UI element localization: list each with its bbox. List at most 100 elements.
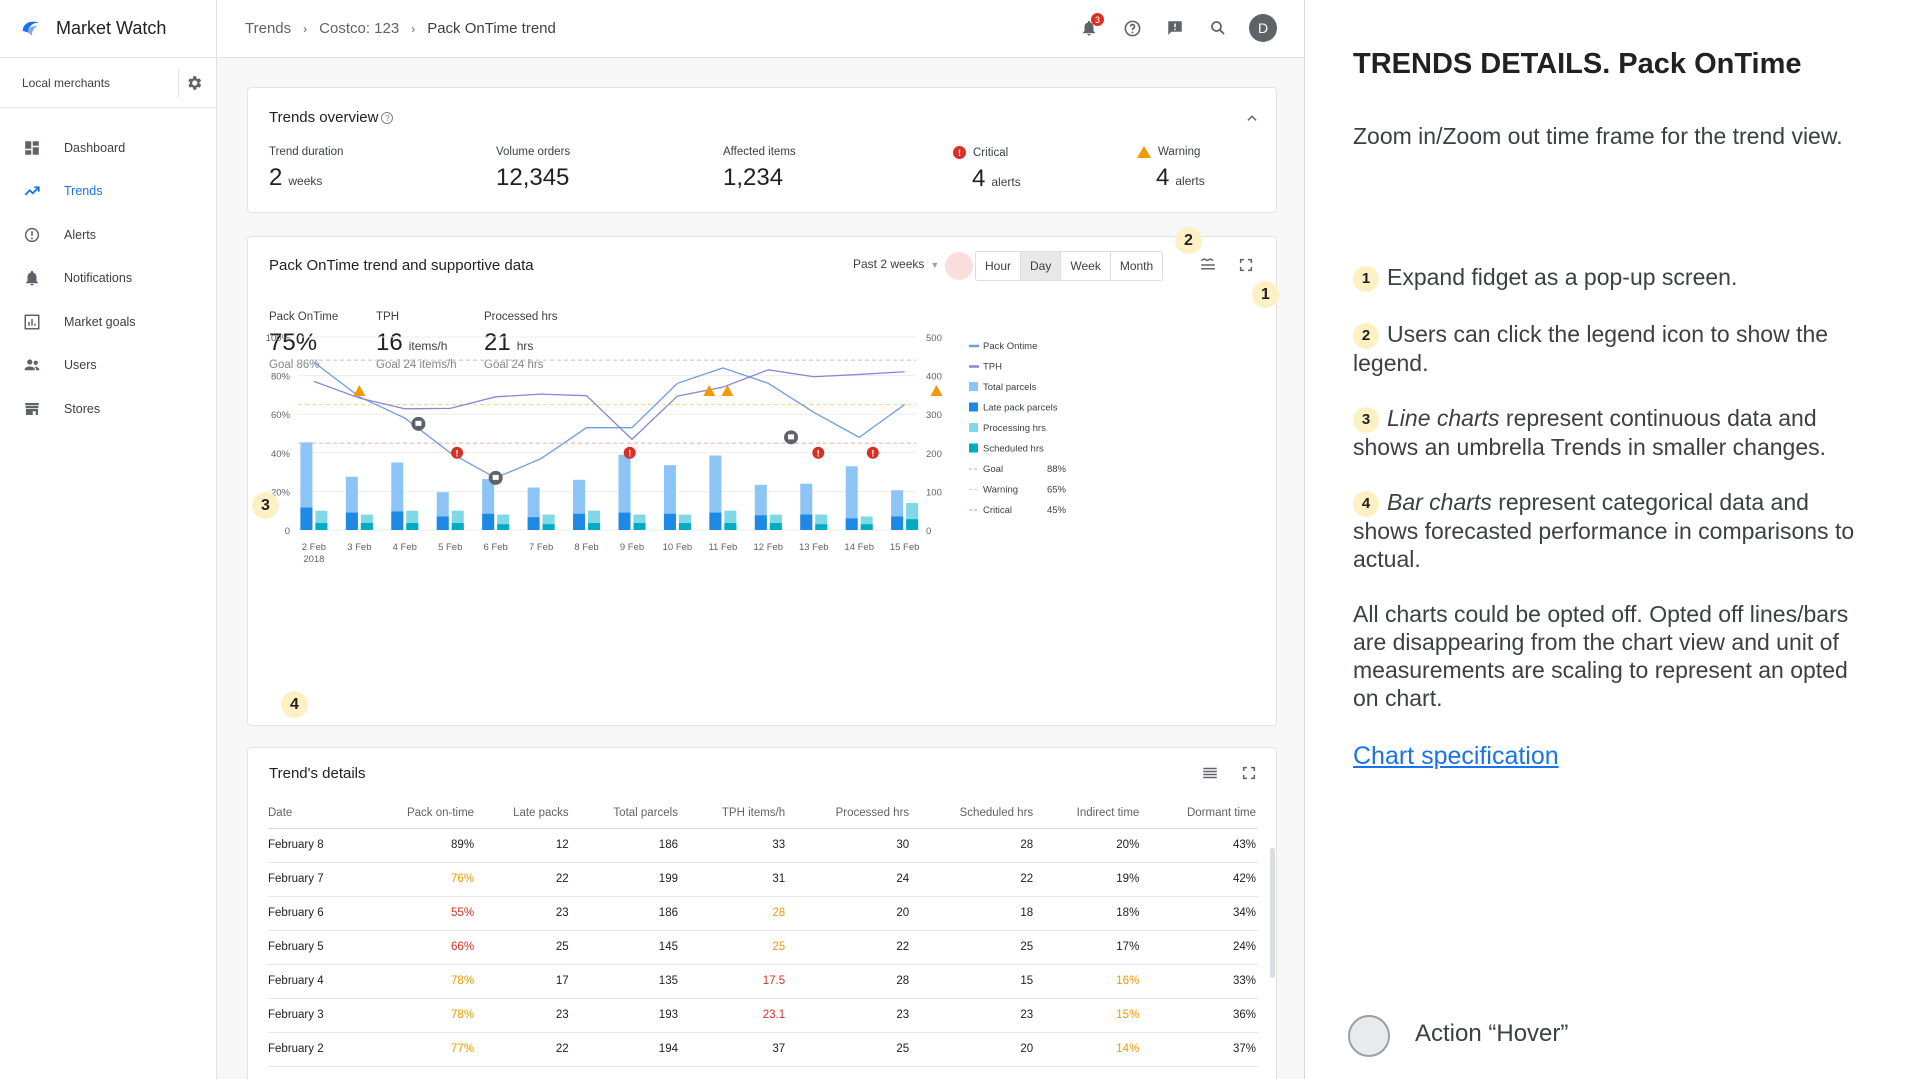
x-tick-label: 2 Feb [302, 542, 326, 553]
critical-marker-icon [623, 446, 636, 459]
metric-warning-alerts[interactable]: Warning 4 alerts [1137, 146, 1205, 192]
chart-specification-link[interactable]: Chart specification [1353, 742, 1559, 770]
expand-button[interactable] [1234, 253, 1258, 277]
column-header[interactable]: Indirect time [1035, 798, 1142, 829]
x-tick-label: 4 Feb [393, 542, 417, 553]
bar-late-pack-parcels [482, 513, 495, 530]
collapse-button[interactable] [1240, 106, 1264, 130]
market-watch-logo-icon [22, 21, 40, 35]
hover-legend-label: Action “Hover” [1415, 1020, 1569, 1047]
critical-marker-icon [451, 446, 464, 459]
sidebar-item-label: Notifications [64, 271, 133, 286]
expand-button[interactable] [1237, 761, 1261, 785]
metric-critical-alerts[interactable]: ! Critical 4 alerts [953, 146, 1021, 193]
table-row[interactable]: February 4 78% 17 135 17.5 28 15 16% 33% [268, 964, 1258, 999]
legend-label: TPH [983, 362, 1002, 373]
table-cell: 22 [787, 930, 912, 965]
column-header[interactable]: Dormant time [1141, 798, 1258, 829]
breadcrumb-trends[interactable]: Trends [245, 20, 292, 37]
sidebar-item-label: Stores [64, 401, 101, 416]
spec-item-text: Expand fidget as a pop-up screen. [1387, 264, 1738, 290]
y-right-tick-label: 0 [926, 526, 931, 537]
metric-label: Affected items [723, 146, 796, 158]
breadcrumb-store[interactable]: Costco: 123 [319, 20, 400, 37]
metric-trend-duration: Trend duration 2 weeks [269, 146, 343, 192]
critical-marker-icon [866, 446, 879, 459]
breadcrumb: Trends › Costco: 123 › Pack OnTime trend [217, 20, 556, 37]
column-header[interactable]: Processed hrs [787, 798, 912, 829]
table-row[interactable]: February 6 55% 23 186 28 20 18 18% 34% [268, 896, 1258, 931]
fullscreen-icon [1242, 766, 1256, 780]
spec-num: 2 [1353, 323, 1379, 349]
avatar[interactable]: D [1249, 14, 1277, 42]
time-range-select[interactable]: Past 2 weeks ▼ [853, 257, 939, 271]
legend-toggle-button[interactable] [1196, 253, 1220, 277]
brand[interactable]: Market Watch [0, 0, 216, 58]
column-header[interactable]: Pack on-time [362, 798, 477, 829]
app-frame: Market Watch Local merchants Dashboard Tr… [0, 0, 1305, 1079]
merchant-name: Local merchants [22, 75, 111, 90]
column-header[interactable]: Date [268, 798, 363, 829]
bar-late-pack-parcels [573, 513, 586, 530]
table-row[interactable]: February 7 76% 22 199 31 24 22 19% 42% [268, 862, 1258, 897]
comment-marker-glyph [492, 474, 499, 480]
spec-num: 3 [1353, 407, 1379, 433]
metric-unit: alerts [1175, 174, 1205, 188]
table-scrollbar[interactable] [1270, 848, 1275, 978]
search-button[interactable] [1206, 16, 1230, 40]
column-header[interactable]: Scheduled hrs [911, 798, 1036, 829]
column-header[interactable]: Total parcels [570, 798, 680, 829]
y-left-tick-label: 80% [271, 372, 291, 383]
line-pack-ontime [313, 361, 906, 479]
bar-late-pack-parcels [527, 517, 540, 530]
table-cell: February 5 [268, 930, 363, 965]
merchant-selector[interactable]: Local merchants [0, 58, 216, 108]
sidebar-item-alerts[interactable]: Alerts [0, 213, 216, 257]
metric-affected-items: Affected items 1,234 [723, 146, 796, 192]
help-button[interactable] [1120, 16, 1144, 40]
comment-marker-glyph [788, 434, 795, 440]
settings-button[interactable] [178, 67, 208, 98]
gear-icon [187, 75, 201, 90]
spec-item-emphasis: Line charts [1387, 405, 1500, 431]
table-row[interactable]: February 5 66% 25 145 25 22 25 17% 24% [268, 930, 1258, 965]
sidebar-item-trends[interactable]: Trends [0, 170, 216, 214]
help-circle-icon[interactable]: ? [381, 112, 394, 124]
column-header[interactable]: Late packs [476, 798, 571, 829]
sidebar-item-notifications[interactable]: Notifications [0, 257, 216, 301]
granularity-month[interactable]: Month [1110, 252, 1163, 280]
table-row[interactable]: February 3 78% 23 193 23.1 23 23 15% 36% [268, 998, 1258, 1033]
list-view-button[interactable] [1198, 761, 1222, 785]
feedback-icon [1168, 21, 1182, 35]
y-right-tick-label: 300 [926, 410, 942, 421]
metric-value: 12,345 [496, 164, 570, 191]
table-cell: 28 [679, 896, 788, 931]
warning-marker-icon [353, 385, 366, 397]
table-cell: 23 [787, 998, 912, 1033]
sidebar-item-market-goals[interactable]: Market goals [0, 300, 216, 344]
table-cell: February 7 [268, 862, 363, 897]
x-tick-label: 8 Feb [574, 542, 598, 553]
table-row[interactable]: February 8 89% 12 186 33 30 28 20% 43% [268, 828, 1258, 863]
table-cell: 66% [362, 930, 477, 965]
granularity-hour[interactable]: Hour [976, 252, 1022, 280]
table-row[interactable]: February 2 77% 22 194 37 25 20 14% 37% [268, 1032, 1258, 1067]
granularity-day[interactable]: Day [1021, 252, 1062, 280]
metric-volume-orders: Volume orders 12,345 [496, 146, 570, 192]
sidebar-item-users[interactable]: Users [0, 344, 216, 388]
sidebar-item-stores[interactable]: Stores [0, 387, 216, 431]
legend-label: Warning [983, 485, 1018, 496]
table-cell: 37 [679, 1032, 788, 1067]
top-actions: 3 D [1077, 13, 1277, 42]
sidebar: Market Watch Local merchants Dashboard Tr… [0, 0, 217, 1079]
column-header[interactable]: TPH items/h [679, 798, 788, 829]
sidebar-item-dashboard[interactable]: Dashboard [0, 126, 216, 170]
kpi-unit: items/h [408, 339, 448, 353]
x-tick-label: 10 Feb [663, 542, 693, 553]
help-icon [1124, 20, 1140, 36]
feedback-button[interactable] [1163, 16, 1187, 40]
granularity-week[interactable]: Week [1061, 252, 1111, 280]
notifications-button[interactable]: 3 [1077, 13, 1104, 40]
metric-unit: alerts [991, 175, 1021, 189]
legend-label: Late pack parcels [983, 403, 1058, 414]
